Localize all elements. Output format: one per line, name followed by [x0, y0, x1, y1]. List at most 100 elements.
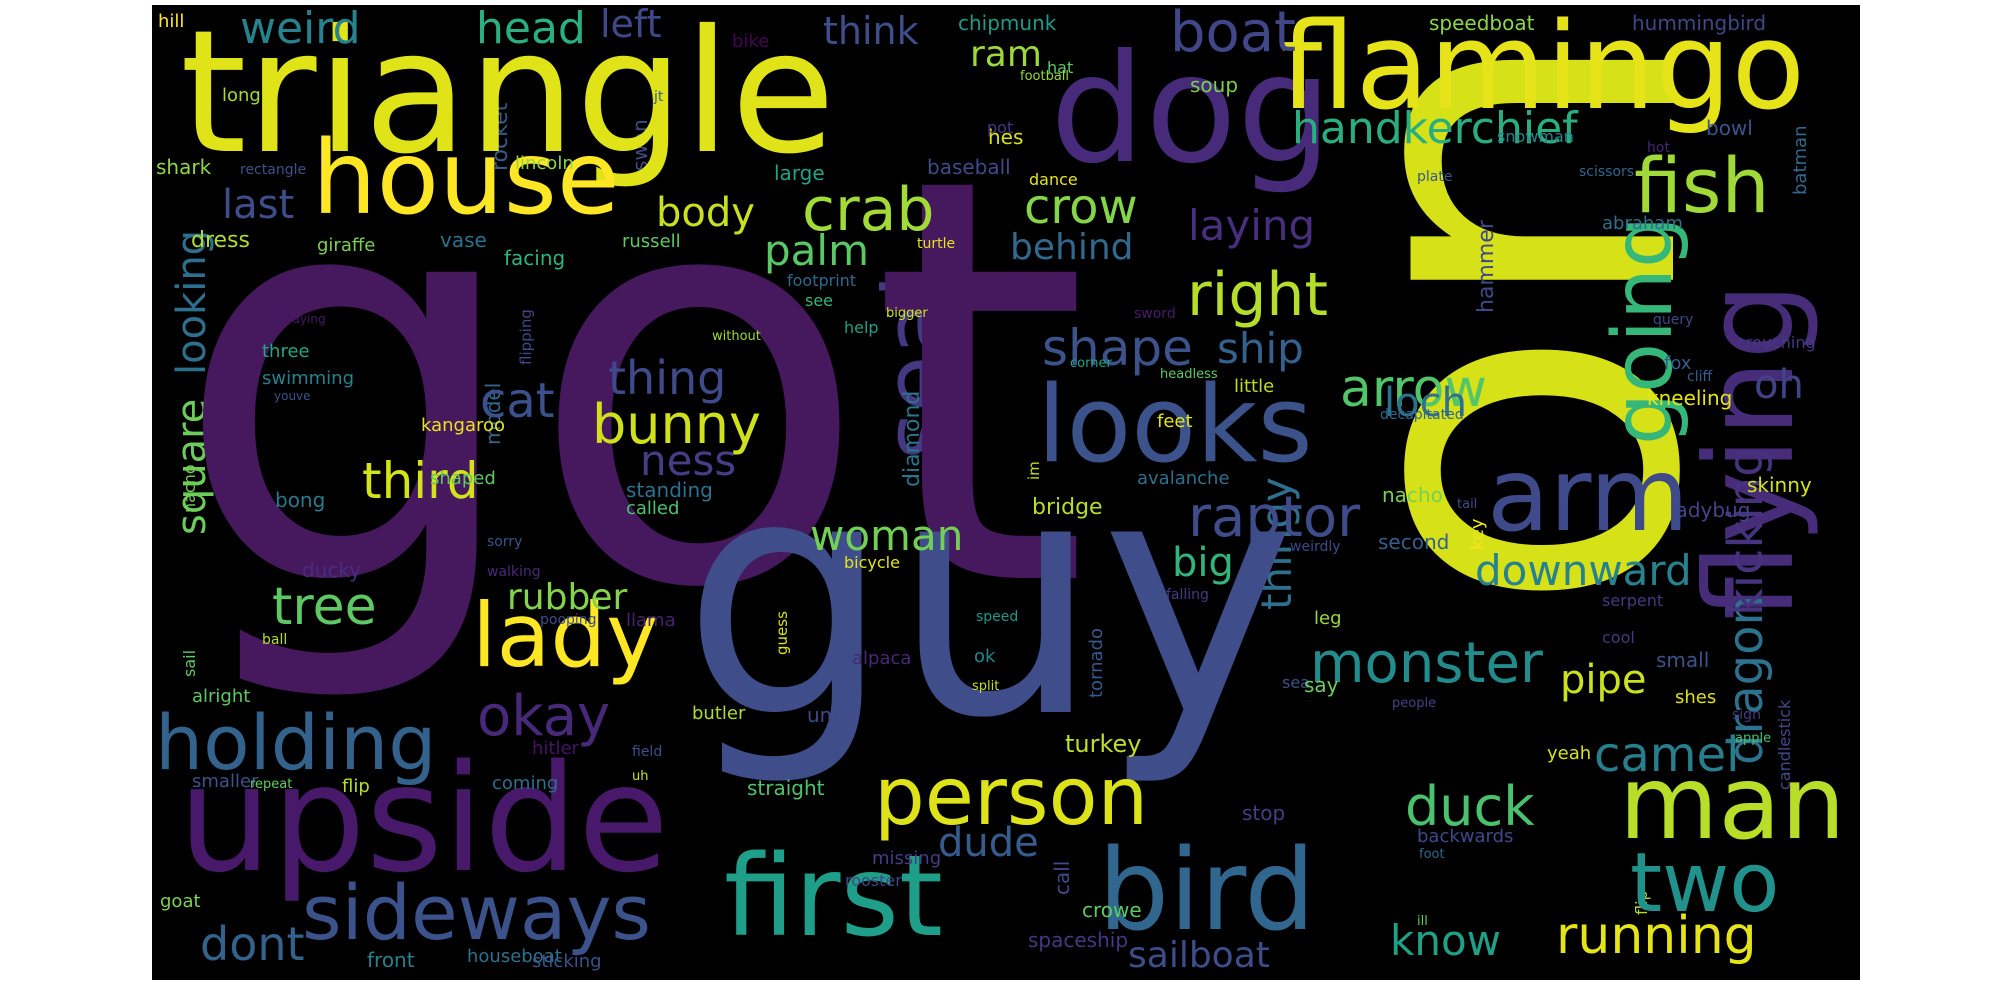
word-backwards: rooster	[845, 871, 902, 890]
word-smaller: uh	[632, 769, 649, 784]
word-camel: camel	[1594, 727, 1740, 783]
word-sideways: sideways	[302, 868, 652, 957]
word-hes: hes	[988, 125, 1024, 149]
word-praying: praying	[280, 312, 326, 326]
word-walking: bicycle	[844, 553, 900, 572]
word-little: little	[1234, 376, 1275, 397]
word-kneeling: kneeling	[1647, 386, 1733, 410]
word-apple: butler	[692, 703, 746, 724]
word-field: coming	[492, 773, 559, 794]
word-call: foot	[1419, 847, 1445, 862]
word-dog: dog	[1050, 23, 1333, 197]
word-rubber: rubber	[507, 577, 628, 618]
word-house: house	[312, 119, 620, 238]
word-last: last	[222, 182, 295, 228]
word-uh-h: stop	[1242, 801, 1286, 825]
word-fox: fox	[1664, 353, 1692, 374]
word-shaped: shaped	[430, 468, 496, 489]
word-jumping: sorry	[487, 534, 523, 550]
word-oh: oh	[1754, 362, 1804, 408]
word-looks: looks	[1037, 363, 1313, 486]
word-body: body	[656, 190, 755, 236]
word-falling: serpent	[1602, 591, 1664, 610]
word-speedboat: speedboat	[1429, 11, 1535, 35]
word-dude: dude	[938, 820, 1039, 866]
word-feet: feet	[1157, 411, 1193, 432]
word-tornado: split	[972, 679, 1000, 694]
word-kangaroo: kangaroo	[421, 415, 506, 436]
word-baseball: baseball	[927, 155, 1011, 179]
word-giraffe: giraffe	[317, 235, 376, 256]
word-youve: youve	[274, 389, 311, 403]
word-holding: holding	[155, 698, 437, 787]
word-head: head	[476, 5, 586, 54]
word-flamingo: flamingo	[1280, 5, 1805, 137]
word-palm: palm	[764, 226, 869, 275]
word-rectangle: rectangle	[240, 162, 307, 178]
word-alright: yeah	[1547, 743, 1592, 764]
word-duck: duck	[1405, 775, 1535, 838]
word-corner: corner	[1070, 356, 1112, 371]
word-downward: downward	[1475, 546, 1692, 595]
word-woman: woman	[810, 511, 964, 560]
word-plate: plate	[1417, 169, 1453, 185]
word-split: say	[1304, 673, 1339, 697]
word-crouching: crouching	[1737, 333, 1816, 352]
word-guy: guy	[682, 406, 1296, 790]
word-ship: ship	[1217, 324, 1304, 373]
word-swimming: swimming	[262, 368, 355, 389]
word-repeat: flip	[342, 776, 370, 797]
word-triangle: triangle	[180, 5, 836, 192]
word-nacho-h: nacho	[1382, 483, 1443, 507]
word-pooping: llama	[626, 610, 676, 631]
word-second: second	[1378, 530, 1450, 554]
word-sailboat: sailboat	[1128, 935, 1270, 976]
word-butler: hitler	[532, 738, 579, 759]
word-ducky: walking	[487, 564, 541, 580]
word-cliff: cliff	[1687, 369, 1713, 385]
word-small-h: ok	[974, 646, 996, 667]
word-fish: fish	[1634, 141, 1770, 230]
word-rooster: ill	[1417, 914, 1428, 929]
word-dance: dance	[1029, 170, 1078, 189]
word-bong: bong	[275, 488, 326, 512]
word-facing: facing	[504, 246, 566, 270]
word-ladybug: tail	[1457, 497, 1478, 512]
word-headless: headless	[1160, 367, 1218, 382]
word-flip: missing	[872, 848, 942, 869]
word-hammer: hammer	[1474, 220, 1499, 313]
word-bowl: bowl	[1706, 116, 1753, 140]
word-soup: soup	[1190, 73, 1239, 97]
word-running: running	[1556, 906, 1757, 966]
word-man: man	[1619, 744, 1846, 863]
word-see: see	[805, 291, 834, 310]
word-think: think	[823, 9, 919, 53]
word-ram: ram	[970, 34, 1042, 75]
word-without: without	[712, 329, 761, 344]
word-crow: crow	[1024, 179, 1138, 235]
word-turkey: turkey	[1065, 730, 1142, 758]
word-upside: upside	[178, 733, 669, 905]
word-ness: ness	[640, 436, 737, 485]
word-football: football	[1020, 69, 1070, 84]
word-sail: leg	[1314, 608, 1342, 629]
word-serpent: pooping	[540, 612, 597, 628]
word-third: third	[362, 452, 479, 510]
word-um: field	[632, 744, 663, 760]
word-foot: call	[1050, 860, 1074, 895]
word-pipe: pipe	[1560, 657, 1647, 703]
word-three: three	[262, 341, 310, 362]
word-vase: vase	[440, 228, 487, 252]
word-handstand: ball	[262, 632, 288, 648]
word-shape: shape	[1042, 319, 1193, 377]
word-back: crowe	[1082, 898, 1142, 922]
word-behind: behind	[1010, 227, 1134, 268]
word-avalanche: avalanche	[1137, 468, 1230, 489]
word-bike: bike	[732, 31, 770, 52]
word-key-h: ladybug	[1670, 498, 1751, 522]
word-hitler: repeat	[250, 777, 293, 792]
word-sorry: ducky	[302, 558, 362, 582]
word-scissors: scissors	[1579, 164, 1635, 180]
word-two: two	[1630, 836, 1780, 931]
word-bicycle: weirdly	[1290, 539, 1341, 555]
